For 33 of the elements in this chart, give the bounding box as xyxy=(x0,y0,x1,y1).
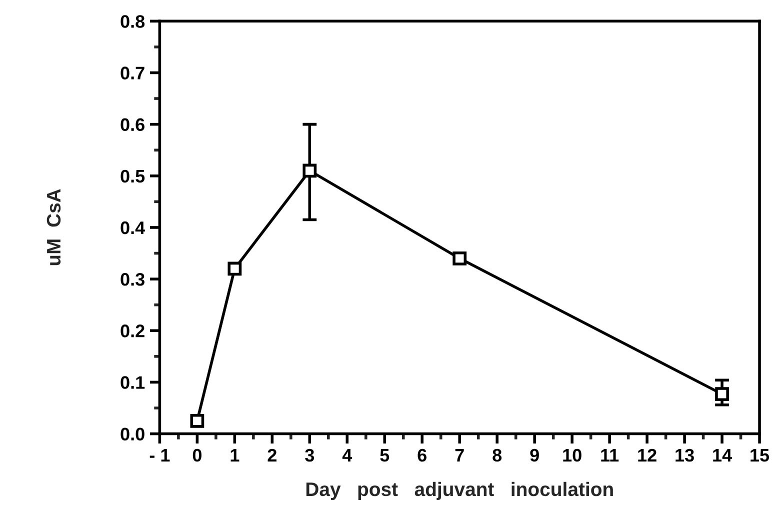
y-tick-label: 0.0 xyxy=(120,428,144,440)
x-tick-label: 2 xyxy=(268,448,276,462)
point xyxy=(228,262,242,276)
x-tick-label: 0 xyxy=(192,448,202,462)
x-axis-title: Day post adjuvant inoculation xyxy=(306,482,613,500)
y-tick-label: 0.5 xyxy=(120,170,145,183)
x-tick-label: 11 xyxy=(601,449,619,462)
point xyxy=(302,164,317,178)
y-axis-title: uM CsA xyxy=(46,189,61,266)
point xyxy=(190,414,204,428)
point xyxy=(715,387,729,402)
x-tick-label: 3 xyxy=(305,448,314,462)
y-tick-label: 0.2 xyxy=(120,324,144,338)
y-tick-label: 0.7 xyxy=(120,66,144,80)
y-tick-label: 0.4 xyxy=(120,221,146,234)
y-tick-label: 0.6 xyxy=(120,118,144,132)
x-tick-label: 14 xyxy=(713,449,732,462)
x-tick-label: 7 xyxy=(455,449,464,462)
x-tick-label: 5 xyxy=(380,449,390,462)
x-tick-label: 9 xyxy=(530,448,539,462)
x-tick-label: 1 xyxy=(230,449,240,462)
y-tick-label: 0.3 xyxy=(120,272,144,286)
x-tick-label: 15 xyxy=(750,449,770,462)
x-tick-label: 6 xyxy=(418,448,426,462)
x-tick-label: 8 xyxy=(492,448,502,462)
x-tick-label: 12 xyxy=(638,448,656,462)
y-tick-label: 0.8 xyxy=(120,15,145,28)
x-tick-label: 10 xyxy=(563,448,582,462)
y-tick-label: 0.1 xyxy=(120,376,145,389)
x-tick-label: 13 xyxy=(676,448,694,462)
x-tick-label: - 1 xyxy=(150,449,170,462)
point xyxy=(452,251,467,266)
x-tick-label: 4 xyxy=(342,449,352,462)
